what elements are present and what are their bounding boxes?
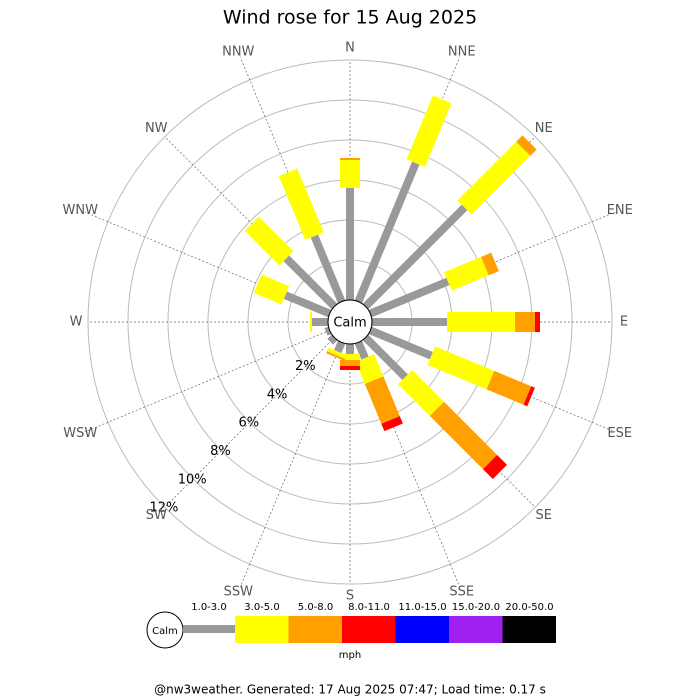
wind-segment — [354, 340, 369, 360]
direction-label: NE — [535, 121, 553, 136]
legend-label: 11.0-15.0 — [398, 602, 446, 613]
wind-segment — [278, 168, 324, 240]
wind-segment — [283, 291, 332, 318]
legend-label: 5.0-8.0 — [298, 602, 333, 613]
direction-label: SE — [536, 508, 552, 523]
direction-label: WSW — [63, 426, 97, 441]
wind-segment — [362, 334, 408, 380]
wind-segment — [516, 135, 537, 156]
direction-label: ENE — [607, 203, 633, 218]
legend-swatch — [502, 616, 556, 643]
wind-segment — [398, 370, 445, 417]
ring-label: 8% — [210, 444, 231, 459]
wind-segment — [354, 161, 420, 304]
wind-segment — [355, 354, 384, 385]
wind-segment — [482, 454, 507, 479]
spoke — [164, 337, 335, 508]
wind-segment — [364, 376, 400, 424]
direction-label: W — [70, 315, 83, 330]
wind-segment — [244, 216, 294, 266]
wind-segment — [326, 351, 346, 361]
direction-label: NNE — [448, 45, 476, 60]
wind-segment — [324, 326, 332, 336]
spoke — [239, 342, 342, 588]
direction-label: NNW — [222, 45, 254, 60]
direction-label: SSW — [224, 584, 254, 599]
wind-segment — [444, 256, 489, 291]
wind-segment — [334, 340, 346, 354]
wind-segment — [381, 416, 403, 432]
direction-label: NW — [145, 121, 168, 136]
direction-label: SW — [146, 508, 167, 523]
wind-segment — [486, 370, 532, 405]
wind-segment — [368, 277, 450, 318]
legend-swatch — [342, 616, 396, 643]
spoke — [84, 330, 330, 433]
legend-label: 3.0-5.0 — [244, 602, 279, 613]
direction-label: WNW — [63, 203, 99, 218]
legend-label: 8.0-11.0 — [348, 602, 390, 613]
legend-swatch — [449, 616, 503, 643]
direction-label: S — [346, 589, 354, 604]
wind-segment — [406, 95, 452, 167]
ring-label: 10% — [178, 472, 207, 487]
legend-unit: mph — [339, 650, 361, 661]
legend-swatch — [395, 616, 449, 643]
chart-title: Wind rose for 15 Aug 2025 — [223, 7, 477, 29]
direction-label: SSE — [449, 584, 474, 599]
wind-segment — [368, 326, 433, 360]
wind-segment — [326, 347, 347, 360]
legend-swatch — [288, 616, 342, 643]
wind-segment — [523, 386, 535, 407]
wind-segment — [429, 401, 498, 470]
ring-label: 4% — [267, 387, 288, 402]
wind-segment — [362, 204, 468, 310]
wind-segment — [481, 252, 499, 276]
wind-segment — [310, 234, 346, 304]
wind-segment — [283, 255, 338, 310]
direction-label: ESE — [607, 426, 632, 441]
ring-label: 6% — [238, 416, 259, 431]
direction-label: N — [345, 41, 355, 56]
wind-segment — [427, 346, 495, 390]
calm-label: Calm — [333, 316, 366, 331]
legend-calm-label: Calm — [152, 626, 178, 637]
wind-segment — [327, 334, 338, 345]
footer: @nw3weather. Generated: 17 Aug 2025 07:4… — [154, 683, 546, 697]
calm-circle — [327, 299, 373, 345]
ring-label: 2% — [295, 359, 316, 374]
direction-label: E — [620, 315, 628, 330]
legend-label: 20.0-50.0 — [505, 602, 553, 613]
legend-label: 15.0-20.0 — [452, 602, 500, 613]
ring-label: 12% — [149, 501, 178, 516]
wind-segment — [253, 274, 290, 305]
legend-swatch — [235, 616, 289, 643]
legend-label: 1.0-3.0 — [191, 602, 226, 613]
ring — [87, 59, 613, 585]
wind-segment — [457, 141, 531, 215]
